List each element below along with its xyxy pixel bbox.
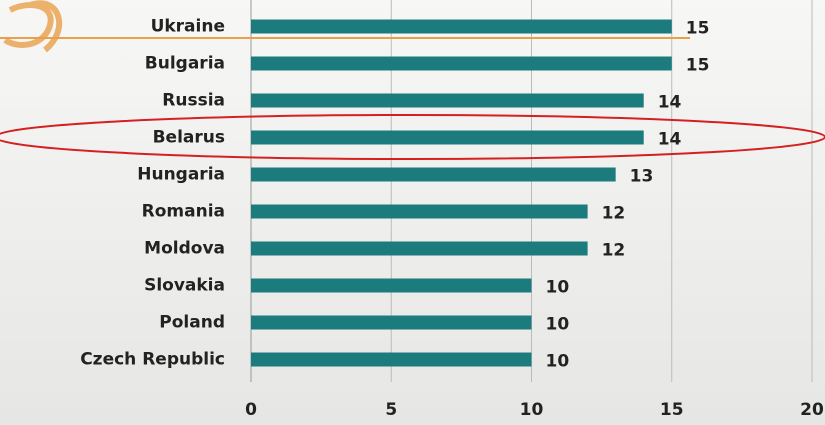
- x-tick-label: 20: [800, 400, 824, 420]
- value-label: 10: [546, 278, 570, 298]
- bar: [251, 167, 616, 182]
- x-tick-label: 0: [245, 400, 257, 420]
- bar: [251, 56, 672, 71]
- y-tick-label: Belarus: [153, 128, 225, 148]
- value-label: 12: [602, 241, 626, 261]
- value-label: 14: [658, 93, 682, 113]
- x-tick-label: 15: [660, 400, 684, 420]
- y-tick-label: Poland: [159, 313, 225, 333]
- y-tick-label: Slovakia: [144, 276, 225, 296]
- y-tick-label: Ukraine: [151, 17, 225, 37]
- value-label: 13: [630, 167, 654, 187]
- y-tick-label: Romania: [142, 202, 225, 222]
- y-tick-label: Bulgaria: [145, 54, 225, 74]
- y-tick-label: Russia: [162, 91, 225, 111]
- bar: [251, 19, 672, 34]
- bar: [251, 315, 532, 330]
- y-tick-label: Czech Republic: [80, 350, 225, 370]
- bar: [251, 93, 644, 108]
- value-label: 14: [658, 130, 682, 150]
- value-label: 15: [686, 56, 710, 76]
- value-label: 12: [602, 204, 626, 224]
- value-label: 15: [686, 19, 710, 39]
- value-label: 10: [546, 315, 570, 335]
- y-tick-label: Moldova: [144, 239, 225, 259]
- bar: [251, 204, 588, 219]
- bar: [251, 241, 588, 256]
- bar: [251, 352, 532, 367]
- bar: [251, 278, 532, 293]
- x-tick-label: 5: [385, 400, 397, 420]
- value-label: 10: [546, 352, 570, 372]
- highlight: [0, 114, 825, 160]
- y-tick-label: Hungaria: [137, 165, 225, 185]
- bar: [251, 130, 644, 145]
- logo: [3, 0, 63, 53]
- x-tick-label: 10: [520, 400, 544, 420]
